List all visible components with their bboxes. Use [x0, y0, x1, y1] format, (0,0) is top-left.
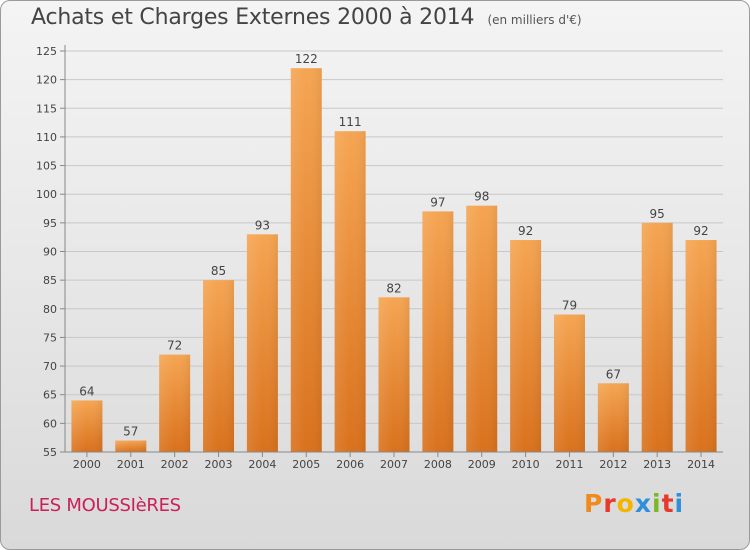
data-label: 95: [650, 207, 665, 221]
data-label: 85: [211, 264, 226, 278]
logo-letter: i: [652, 489, 662, 518]
y-tick-label: 65: [43, 389, 57, 402]
x-tick-label: 2006: [336, 458, 364, 471]
y-tick-label: 55: [43, 446, 57, 459]
y-tick-label: 95: [43, 217, 57, 230]
bar-shade: [685, 240, 717, 452]
y-tick-label: 90: [43, 246, 57, 259]
y-tick-label: 85: [43, 274, 57, 287]
y-tick-label: 75: [43, 331, 57, 344]
data-label: 122: [295, 52, 318, 66]
logo-letter: P: [584, 489, 604, 518]
bar-shade: [159, 354, 191, 452]
logo-letter: i: [674, 489, 685, 518]
y-tick-label: 105: [36, 160, 57, 173]
data-label: 82: [386, 281, 401, 295]
y-tick-label: 80: [43, 303, 57, 316]
data-label: 67: [606, 367, 621, 381]
x-tick-label: 2009: [468, 458, 496, 471]
y-tick-label: 60: [43, 417, 57, 430]
x-tick-label: 2000: [73, 458, 101, 471]
x-tick-label: 2002: [161, 458, 189, 471]
x-tick-label: 2005: [292, 458, 320, 471]
title-subtitle: (en milliers d'€): [487, 13, 582, 27]
x-tick-label: 2004: [248, 458, 276, 471]
bar-shade: [466, 205, 498, 452]
y-tick-label: 110: [36, 131, 57, 144]
bar-shade: [290, 68, 322, 452]
logo-letter: o: [616, 489, 635, 518]
y-tick-label: 100: [36, 188, 57, 201]
bar-shade: [553, 314, 585, 452]
bar-shade: [203, 280, 235, 452]
bar-layer: 64 57 72 85 93 122 111 82 97 98 92 79 67 95 92: [71, 52, 717, 452]
x-tick-label: 2013: [643, 458, 671, 471]
data-label: 64: [79, 384, 94, 398]
bar-shade: [510, 240, 542, 452]
data-label: 72: [167, 339, 182, 353]
y-tick-label: 70: [43, 360, 57, 373]
y-tick-label: 120: [36, 74, 57, 87]
proxiti-logo: Proxiti: [584, 489, 684, 518]
x-tick-label: 2012: [599, 458, 627, 471]
data-label: 93: [255, 218, 270, 232]
data-label: 111: [339, 115, 362, 129]
bar-shade: [246, 234, 278, 452]
x-tick-label: 2011: [555, 458, 583, 471]
bar-shade: [378, 297, 410, 452]
bar-shade: [422, 211, 454, 452]
data-label: 57: [123, 425, 138, 439]
bar-shade: [597, 383, 629, 452]
x-tick-label: 2007: [380, 458, 408, 471]
logo-letter: r: [603, 489, 617, 518]
x-tick-label: 2001: [117, 458, 145, 471]
bar-shade: [115, 440, 147, 452]
y-tick-label: 125: [36, 45, 57, 58]
data-label: 98: [474, 190, 489, 204]
x-tick-label: 2003: [205, 458, 233, 471]
bar-shade: [71, 400, 103, 452]
title-main: Achats et Charges Externes 2000 à 2014: [31, 5, 475, 30]
chart-title: Achats et Charges Externes 2000 à 2014 (…: [31, 5, 582, 30]
bar-shade: [334, 131, 366, 452]
bar-shade: [641, 222, 673, 452]
y-tick-label: 115: [36, 102, 57, 115]
x-tick-label: 2010: [512, 458, 540, 471]
axis-layer: 55 60 65 70 75 80 85 90 95 100 105 110 115 120 125 2000…: [36, 45, 723, 471]
data-label: 97: [430, 195, 445, 209]
x-tick-label: 2014: [687, 458, 715, 471]
data-label: 79: [562, 299, 577, 313]
data-label: 92: [518, 224, 533, 238]
data-label: 92: [693, 224, 708, 238]
logo-letter: t: [661, 489, 675, 518]
x-tick-label: 2008: [424, 458, 452, 471]
logo-letter: x: [634, 489, 652, 518]
commune-name: LES MOUSSIèRES: [29, 495, 181, 516]
